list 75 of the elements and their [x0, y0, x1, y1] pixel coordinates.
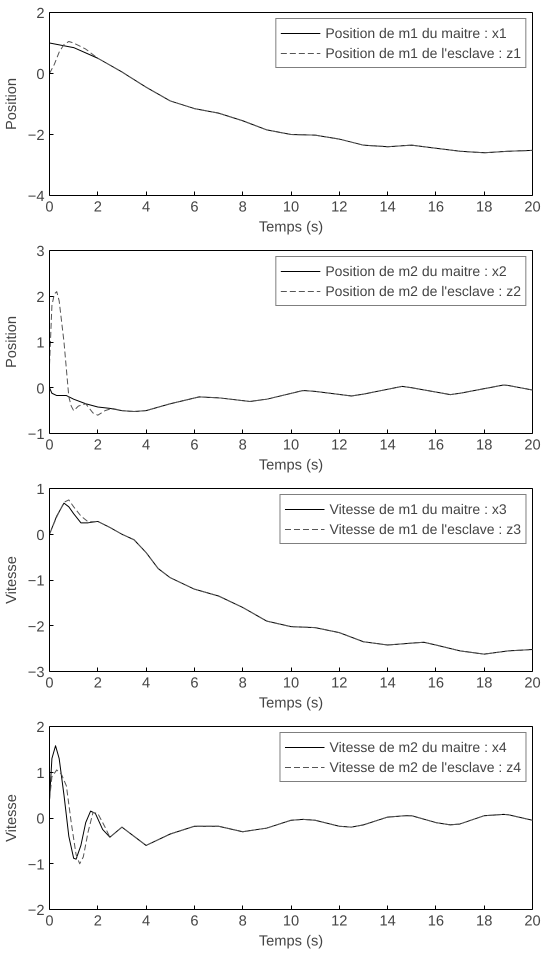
x-tick-label: 18 — [476, 438, 492, 454]
x-tick-label: 20 — [524, 676, 541, 692]
x-tick-label: 10 — [282, 438, 300, 454]
x-tick-label: 4 — [142, 914, 150, 930]
x-axis-title: Temps (s) — [258, 934, 324, 950]
x-tick-label: 8 — [238, 438, 247, 454]
y-tick-label: 2 — [36, 720, 45, 736]
y-tick-label: −4 — [28, 189, 45, 205]
y-axis-title: Position — [4, 78, 20, 130]
x-tick-label: 16 — [428, 200, 444, 216]
x-tick-label: 12 — [331, 914, 348, 930]
x-tick-label: 16 — [428, 438, 444, 454]
legend-label: Vitesse de m2 de l'esclave : z4 — [329, 759, 521, 775]
legend-label: Position de m2 du maitre : x2 — [325, 263, 507, 279]
legend-label: Position de m2 de l'esclave : z2 — [325, 283, 521, 299]
x-tick-label: 18 — [476, 676, 492, 692]
x-tick-label: 10 — [282, 200, 300, 216]
x-tick-label: 14 — [379, 676, 396, 692]
legend-label: Vitesse de m1 de l'esclave : z3 — [329, 521, 521, 537]
x-tick-label: 2 — [94, 438, 102, 454]
y-tick-label: 2 — [36, 6, 45, 22]
x-tick-label: 4 — [142, 438, 150, 454]
y-tick-label: 1 — [36, 482, 45, 498]
x-tick-label: 12 — [331, 676, 348, 692]
y-tick-label: 2 — [36, 290, 45, 306]
x-tick-label: 6 — [190, 914, 198, 930]
x-tick-label: 8 — [238, 676, 247, 692]
x-tick-label: 20 — [524, 914, 541, 930]
x-tick-label: 18 — [476, 200, 492, 216]
y-tick-label: 0 — [36, 381, 45, 398]
legend-label: Position de m1 de l'esclave : z1 — [325, 45, 521, 61]
x-tick-label: 14 — [379, 438, 396, 454]
y-tick-label: 0 — [36, 812, 45, 828]
x-tick-label: 14 — [379, 914, 396, 930]
x-tick-label: 4 — [142, 676, 150, 692]
y-tick-label: −1 — [28, 427, 45, 443]
x-tick-label: 2 — [94, 676, 102, 692]
y-tick-label: 3 — [36, 244, 45, 260]
x-tick-label: 6 — [190, 438, 198, 454]
x-tick-label: 20 — [524, 438, 541, 454]
x-tick-label: 2 — [94, 200, 102, 216]
x-tick-label: 14 — [379, 200, 396, 216]
y-tick-label: −1 — [28, 857, 45, 874]
x-axis-title: Temps (s) — [258, 696, 324, 712]
x-tick-label: 12 — [331, 200, 348, 216]
x-axis-title: Temps (s) — [258, 220, 324, 236]
x-tick-label: 8 — [238, 914, 247, 930]
y-axis-title: Vitesse — [4, 556, 20, 604]
y-tick-label: −1 — [28, 574, 45, 590]
x-tick-label: 20 — [524, 200, 541, 216]
x-tick-label: 10 — [282, 914, 300, 930]
x-tick-label: 8 — [238, 200, 247, 216]
legend-label: Vitesse de m2 du maitre : x4 — [329, 739, 507, 755]
y-axis-title: Position — [4, 316, 20, 368]
y-tick-label: −2 — [28, 128, 45, 144]
legend-label: Vitesse de m1 du maitre : x3 — [329, 501, 507, 517]
x-tick-label: 6 — [190, 676, 198, 692]
y-tick-label: 1 — [36, 766, 45, 782]
y-tick-label: −2 — [28, 903, 45, 919]
x-tick-label: 2 — [94, 914, 102, 930]
y-tick-label: 1 — [36, 336, 45, 352]
x-axis-title: Temps (s) — [258, 458, 324, 474]
x-tick-label: 6 — [190, 200, 198, 216]
x-tick-label: 16 — [428, 914, 444, 930]
x-tick-label: 4 — [142, 200, 150, 216]
y-tick-label: 0 — [36, 67, 45, 83]
x-tick-label: 10 — [282, 676, 300, 692]
legend-label: Position de m1 du maitre : x1 — [325, 25, 507, 41]
x-tick-label: 12 — [331, 438, 348, 454]
y-axis-title: Vitesse — [4, 794, 20, 842]
x-tick-label: 16 — [428, 676, 444, 692]
y-tick-label: −2 — [28, 619, 45, 636]
x-tick-label: 18 — [476, 914, 492, 930]
y-tick-label: −3 — [28, 665, 45, 681]
y-tick-label: 0 — [36, 528, 45, 544]
